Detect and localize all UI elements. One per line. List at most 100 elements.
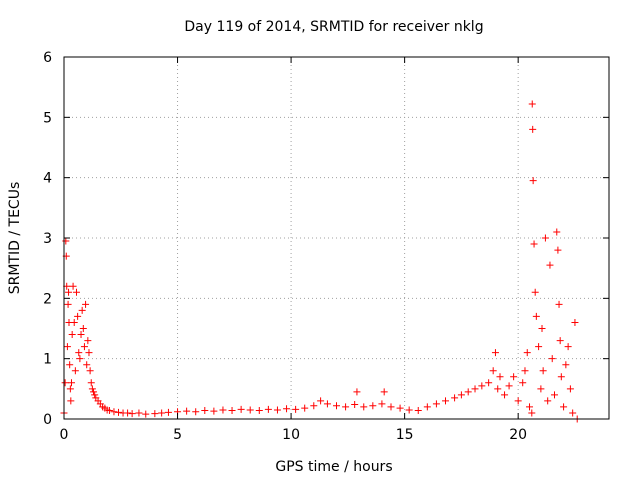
data-point — [70, 318, 78, 326]
data-point — [532, 312, 540, 320]
y-axis-label: SRMTID / TECUs — [7, 182, 23, 295]
data-point — [115, 408, 122, 416]
data-point — [353, 388, 361, 396]
data-point — [529, 177, 537, 185]
data-point — [531, 288, 539, 296]
data-point — [192, 408, 200, 416]
data-point — [64, 300, 72, 308]
data-point — [519, 379, 527, 387]
data-point — [135, 409, 143, 417]
data-point — [90, 388, 98, 396]
data-point — [83, 361, 91, 369]
data-point — [523, 349, 531, 357]
data-point — [65, 288, 73, 296]
data-point — [77, 331, 85, 339]
data-point — [489, 367, 497, 375]
data-point — [201, 407, 209, 415]
data-point — [539, 367, 547, 375]
data-point — [151, 410, 159, 418]
data-point — [530, 240, 538, 248]
data-point — [526, 403, 534, 411]
x-axis-label: GPS time / hours — [275, 459, 392, 475]
data-point — [301, 404, 309, 412]
data-point — [442, 397, 449, 405]
data-point — [560, 403, 568, 411]
data-point — [537, 385, 545, 393]
grid — [64, 57, 609, 419]
x-tick-label: 15 — [396, 427, 414, 443]
data-point — [405, 406, 413, 414]
data-point — [396, 404, 404, 412]
data-point — [554, 246, 562, 254]
data-point — [471, 385, 479, 393]
data-point — [210, 407, 218, 415]
data-point — [541, 234, 549, 242]
x-tick-label: 20 — [509, 427, 527, 443]
data-point — [478, 382, 486, 390]
data-point — [246, 406, 254, 414]
chart-title: Day 119 of 2014, SRMTID for receiver nkl… — [184, 19, 483, 35]
data-point — [62, 237, 70, 245]
data-point — [501, 391, 509, 399]
data-point — [105, 407, 113, 415]
y-tick-label: 2 — [43, 291, 52, 307]
x-tick-label: 10 — [282, 427, 300, 443]
x-tick-label: 0 — [60, 427, 69, 443]
data-point — [380, 388, 388, 396]
data-point — [310, 402, 318, 410]
data-point — [521, 367, 529, 375]
data-point — [432, 400, 440, 408]
data-point — [255, 407, 263, 415]
data-point — [85, 349, 93, 357]
y-tick-label: 0 — [43, 412, 52, 428]
data-point — [494, 385, 502, 393]
data-point — [71, 367, 79, 375]
tick-labels: 0 5 10 15 20 0 1 2 3 4 5 6 — [43, 50, 527, 443]
data-point — [505, 382, 513, 390]
data-point — [555, 300, 563, 308]
data-point — [553, 228, 561, 236]
data-point — [292, 405, 300, 413]
data-point — [158, 409, 166, 417]
data-point — [491, 349, 499, 357]
data-point — [528, 409, 536, 417]
data-point — [283, 405, 291, 413]
data-point — [535, 343, 543, 351]
data-point — [124, 409, 132, 417]
data-point — [84, 337, 92, 345]
y-tick-label: 5 — [43, 110, 52, 126]
data-point — [378, 400, 386, 408]
y-tick-label: 6 — [43, 50, 52, 66]
data-point — [360, 403, 368, 411]
data-point — [323, 400, 331, 408]
data-point — [569, 409, 577, 417]
data-point — [514, 397, 522, 405]
data-point — [457, 391, 465, 399]
data-point — [544, 397, 552, 405]
data-point — [528, 100, 536, 108]
data-point — [464, 388, 472, 396]
data-point — [369, 402, 377, 410]
data-point — [562, 361, 570, 369]
data-point — [551, 391, 558, 399]
data-point — [228, 407, 236, 415]
data-point — [66, 361, 74, 369]
data-point — [264, 405, 272, 413]
data-point — [485, 379, 493, 387]
data-point — [538, 325, 546, 332]
data-point — [273, 406, 281, 414]
data-point — [79, 325, 87, 332]
data-point — [219, 406, 227, 414]
data-point — [67, 397, 75, 405]
data-point — [69, 282, 77, 290]
data-point — [423, 403, 431, 411]
data-point — [91, 391, 99, 399]
data-point — [164, 408, 172, 416]
data-point — [74, 312, 82, 320]
data-point — [317, 397, 325, 405]
data-point — [566, 385, 574, 393]
data-point — [66, 385, 74, 393]
data-point — [67, 379, 75, 387]
